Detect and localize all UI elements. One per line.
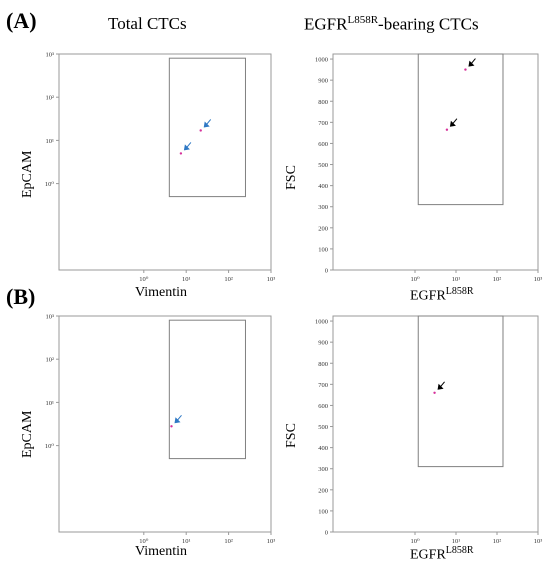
x-tick-label: 10¹ — [182, 276, 191, 283]
gate-rectangle — [417, 53, 504, 206]
y-tick-label: 800 — [318, 99, 328, 106]
xlabel-b-right-sup: L858R — [445, 545, 474, 556]
y-tick-label: 1000 — [315, 57, 328, 64]
arrow-head — [183, 144, 190, 151]
y-tick-label: 900 — [318, 78, 328, 85]
event-point — [170, 425, 173, 428]
x-tick-label: 10³ — [267, 538, 276, 545]
x-tick-label: 10¹ — [182, 538, 191, 545]
y-tick-label: 700 — [318, 120, 328, 127]
x-tick-label: 10¹ — [452, 276, 461, 283]
x-tick-label: 10¹ — [452, 538, 461, 545]
y-tick-label: 700 — [318, 382, 328, 389]
event-point — [199, 129, 202, 132]
panel-label-b: (B) — [6, 284, 36, 309]
y-tick-label: 500 — [318, 424, 328, 431]
plot-frame — [332, 315, 539, 533]
gate-rectangle — [168, 57, 246, 198]
y-tick-label: 0 — [325, 530, 328, 537]
y-tick-label: 10² — [46, 95, 55, 102]
y-tick-label: 0 — [325, 268, 328, 275]
x-tick-label: 10² — [493, 276, 502, 283]
gate-rectangle — [168, 319, 246, 460]
x-tick-label: 10⁰ — [410, 276, 420, 283]
plot-frame — [332, 53, 539, 271]
event-point — [433, 391, 436, 394]
y-tick-label: 100 — [318, 508, 328, 515]
xlabel-a-right-sup: L858R — [445, 286, 474, 297]
plot-a-right: 10⁰ 10¹ 10² 10³ 0 100 200 300 400 500 600 700 800 900… — [315, 53, 542, 283]
event-point — [464, 68, 467, 71]
x-tick-label: 10² — [224, 538, 233, 545]
y-tick-label: 10³ — [46, 314, 55, 321]
x-tick-label: 10³ — [534, 538, 543, 545]
x-tick-label: 10² — [493, 538, 502, 545]
y-tick-label: 10⁰ — [45, 443, 55, 450]
plot-frame — [58, 53, 272, 271]
y-tick-label: 400 — [318, 183, 328, 190]
arrow-head — [437, 383, 444, 390]
y-tick-label: 10² — [46, 357, 55, 364]
arrow-head — [174, 417, 181, 424]
x-tick-label: 10⁰ — [139, 538, 149, 545]
y-tick-label: 100 — [318, 246, 328, 253]
y-tick-label: 1000 — [315, 319, 328, 326]
y-tick-label: 300 — [318, 204, 328, 211]
title-egfr-ctcs: EGFRL858R-bearing CTCs — [304, 14, 479, 35]
x-tick-label: 10³ — [534, 276, 543, 283]
ylabel-b-right: FSC — [284, 423, 299, 448]
panel-label-a: (A) — [6, 8, 37, 33]
xlabel-a-left: Vimentin — [135, 285, 188, 300]
y-tick-label: 600 — [318, 141, 328, 148]
y-tick-label: 10⁰ — [45, 181, 55, 188]
plot-frame — [58, 315, 272, 533]
arrow-head — [203, 121, 210, 128]
xlabel-b-right-main: EGFR — [410, 547, 446, 563]
ylabel-a-right: FSC — [284, 165, 299, 190]
y-tick-label: 600 — [318, 403, 328, 410]
y-tick-label: 200 — [318, 225, 328, 232]
y-tick-label: 200 — [318, 487, 328, 494]
event-point — [445, 128, 449, 131]
arrow-head — [449, 120, 456, 127]
title-egfr-tail: -bearing CTCs — [378, 14, 479, 34]
plot-b-right: 10⁰ 10¹ 10² 10³ 0 100 200 300 400 500 600 700 800 900… — [315, 315, 542, 545]
gate-rectangle — [417, 315, 504, 468]
xlabel-a-right: EGFRL858R — [410, 286, 474, 305]
xlabel-a-right-main: EGFR — [410, 288, 446, 304]
x-tick-label: 10⁰ — [139, 276, 149, 283]
y-tick-label: 10¹ — [46, 400, 55, 407]
x-tick-label: 10² — [224, 276, 233, 283]
plot-b-left: 10⁰ 10¹ 10² 10³ 10⁰ 10¹ 10² 10³ — [45, 314, 275, 546]
event-point — [179, 152, 183, 155]
ylabel-b-left: EpCAM — [20, 410, 35, 458]
xlabel-b-right: EGFRL858R — [410, 545, 474, 564]
y-tick-label: 900 — [318, 340, 328, 347]
arrow-head — [468, 60, 475, 67]
y-tick-label: 300 — [318, 466, 328, 473]
ylabel-a-left: EpCAM — [20, 150, 35, 198]
y-tick-label: 500 — [318, 162, 328, 169]
y-tick-label: 10¹ — [46, 138, 55, 145]
x-tick-label: 10³ — [267, 276, 276, 283]
x-tick-label: 10⁰ — [410, 538, 420, 545]
title-egfr-main: EGFR — [304, 14, 348, 34]
y-tick-label: 800 — [318, 361, 328, 368]
title-egfr-sup: L858R — [347, 14, 379, 26]
y-tick-label: 400 — [318, 445, 328, 452]
title-total-ctcs: Total CTCs — [108, 14, 187, 33]
xlabel-b-left: Vimentin — [135, 544, 188, 559]
y-tick-label: 10³ — [46, 52, 55, 59]
plot-a-left: 10⁰ 10¹ 10² 10³ 10⁰ 10¹ 10² 10³ — [45, 52, 275, 284]
